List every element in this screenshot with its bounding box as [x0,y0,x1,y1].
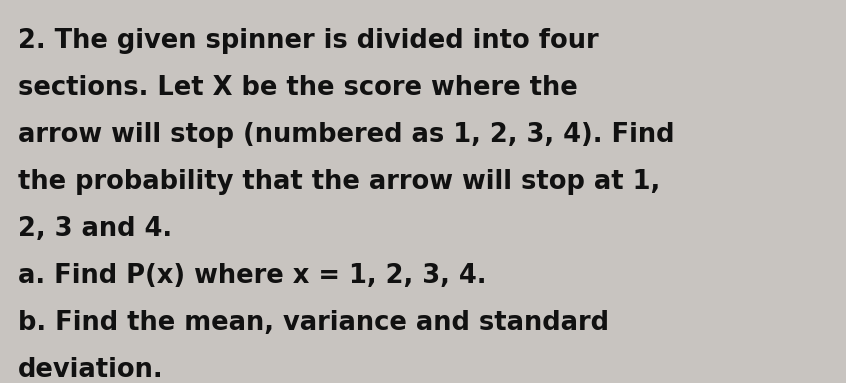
Text: 2, 3 and 4.: 2, 3 and 4. [18,216,172,242]
Text: b. Find the mean, variance and standard: b. Find the mean, variance and standard [18,310,609,336]
Text: the probability that the arrow will stop at 1,: the probability that the arrow will stop… [18,169,660,195]
Text: arrow will stop (numbered as 1, 2, 3, 4). Find: arrow will stop (numbered as 1, 2, 3, 4)… [18,122,674,148]
Text: a. Find P(x) where x = 1, 2, 3, 4.: a. Find P(x) where x = 1, 2, 3, 4. [18,263,486,289]
Text: 2. The given spinner is divided into four: 2. The given spinner is divided into fou… [18,28,599,54]
Text: sections. Let X be the score where the: sections. Let X be the score where the [18,75,578,101]
Text: deviation.: deviation. [18,357,163,383]
